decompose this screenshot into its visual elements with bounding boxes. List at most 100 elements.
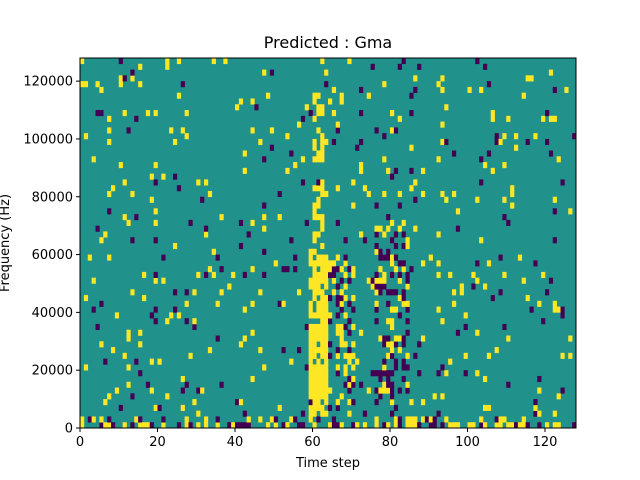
- heatmap-cell: [281, 422, 286, 429]
- y-tick-label: 60000: [32, 248, 73, 263]
- heatmap-cell: [328, 318, 333, 325]
- heatmap-cell: [560, 387, 565, 394]
- heatmap-cell: [432, 422, 437, 429]
- heatmap-cell: [401, 219, 406, 226]
- heatmap-cell: [219, 289, 224, 296]
- heatmap-cell: [312, 260, 317, 267]
- heatmap-cell: [335, 127, 340, 134]
- heatmap-cell: [510, 422, 515, 429]
- heatmap-cell: [378, 225, 383, 232]
- heatmap-cell: [250, 300, 255, 307]
- heatmap-cell: [324, 295, 329, 302]
- heatmap-cell: [494, 422, 499, 429]
- heatmap-cell: [463, 370, 468, 377]
- heatmap-cell: [227, 422, 232, 429]
- heatmap-cell: [320, 404, 325, 411]
- heatmap-cell: [196, 271, 201, 278]
- heatmap-cell: [541, 318, 546, 325]
- heatmap-cell: [331, 138, 337, 146]
- x-tick-label: 120: [533, 435, 558, 450]
- heatmap-cell: [517, 422, 523, 429]
- heatmap-cell: [343, 370, 348, 377]
- heatmap-cell: [347, 347, 352, 354]
- heatmap-cell: [498, 254, 503, 261]
- heatmap-cell: [312, 295, 317, 302]
- heatmap-cell: [316, 323, 321, 331]
- heatmap-cell: [560, 306, 565, 313]
- heatmap-cell: [494, 138, 499, 146]
- heatmap-cell: [386, 254, 391, 261]
- heatmap-cell: [382, 364, 387, 371]
- heatmap-cell: [397, 225, 402, 232]
- heatmap-cell: [405, 271, 410, 278]
- heatmap-cell: [378, 387, 383, 394]
- heatmap-cell: [339, 323, 344, 331]
- heatmap-cell: [521, 277, 526, 284]
- heatmap-cell: [91, 156, 96, 163]
- heatmap-cell: [475, 260, 480, 267]
- heatmap-cell: [320, 370, 325, 377]
- heatmap-cell: [366, 387, 371, 394]
- heatmap-cell: [161, 173, 166, 180]
- heatmap-cell: [180, 404, 185, 411]
- heatmap-cell: [351, 352, 356, 359]
- heatmap-cell: [537, 387, 542, 394]
- heatmap-cell: [351, 381, 356, 388]
- heatmap-cell: [277, 404, 282, 411]
- heatmap-cell: [122, 214, 127, 221]
- heatmap-cell: [320, 156, 325, 163]
- heatmap-cell: [390, 260, 395, 267]
- heatmap-cell: [428, 254, 433, 261]
- heatmap-cell: [386, 370, 391, 377]
- heatmap-cell: [308, 335, 313, 342]
- heatmap-cell: [490, 295, 495, 302]
- heatmap-cell: [149, 422, 154, 429]
- heatmap-cell: [343, 341, 348, 348]
- heatmap-cell: [173, 243, 178, 250]
- heatmap-cell: [169, 127, 174, 134]
- heatmap-cell: [320, 185, 325, 192]
- heatmap-cell: [393, 358, 399, 365]
- heatmap-cell: [545, 110, 550, 117]
- heatmap-cell: [238, 243, 244, 250]
- heatmap-cell: [184, 416, 189, 423]
- heatmap-cell: [103, 399, 108, 406]
- heatmap-cell: [211, 271, 216, 278]
- heatmap-cell: [525, 295, 530, 302]
- heatmap-cell: [107, 393, 112, 400]
- heatmap-cell: [502, 214, 507, 221]
- heatmap-cell: [440, 190, 445, 198]
- heatmap-cell: [262, 271, 267, 278]
- heatmap-cell: [405, 277, 410, 284]
- heatmap-cell: [386, 375, 391, 383]
- heatmap-cell: [308, 370, 313, 377]
- y-axis: 0 20000 40000 60000 80000 100000 120000: [23, 75, 80, 437]
- heatmap-cell: [173, 306, 178, 313]
- heatmap-cell: [320, 375, 325, 383]
- heatmap-cell: [304, 219, 309, 226]
- heatmap-cell: [285, 167, 290, 174]
- heatmap-cell: [382, 387, 387, 394]
- heatmap-cell: [378, 248, 383, 255]
- heatmap-cell: [397, 347, 402, 354]
- heatmap-cell: [393, 254, 399, 261]
- heatmap-cell: [219, 381, 224, 388]
- heatmap-cell: [312, 266, 317, 273]
- heatmap-cell: [347, 381, 352, 388]
- heatmap-cell: [153, 277, 158, 284]
- heatmap-cell: [320, 266, 325, 273]
- heatmap-cell: [517, 254, 523, 261]
- heatmap-cell: [138, 422, 143, 429]
- heatmap-cell: [405, 306, 410, 313]
- heatmap-cell: [289, 358, 294, 365]
- heatmap-cell: [149, 173, 154, 180]
- heatmap-cell: [483, 404, 488, 411]
- heatmap-cell: [130, 393, 135, 400]
- heatmap-cell: [328, 387, 333, 394]
- heatmap-cell: [552, 306, 557, 313]
- heatmap-cell: [157, 404, 162, 411]
- heatmap-cell: [215, 335, 220, 342]
- heatmap-cell: [556, 422, 561, 429]
- heatmap-cell: [486, 404, 492, 411]
- heatmap-cell: [134, 115, 139, 122]
